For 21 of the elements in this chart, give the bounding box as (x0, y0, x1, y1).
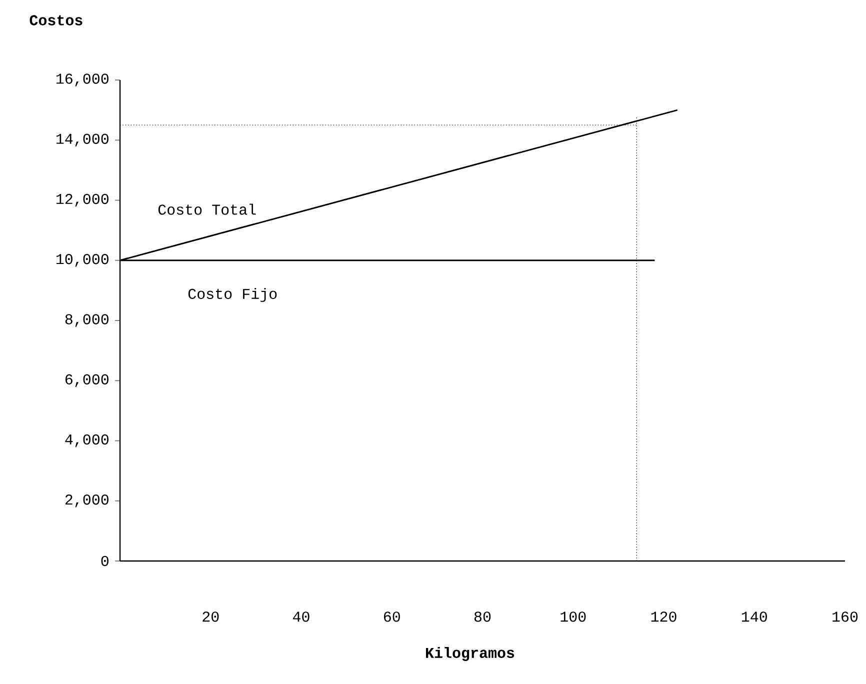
series-label: Costo Fijo (188, 288, 277, 302)
y-tick-label: 10,000 (56, 254, 108, 267)
y-tick-label: 2,000 (65, 494, 108, 508)
y-tick-label: 16,000 (56, 74, 108, 86)
x-tick-label: 100 (560, 612, 586, 622)
y-tick-label: 8,000 (65, 314, 108, 327)
y-tick-label: 0 (101, 556, 108, 566)
x-tick-label: 60 (384, 612, 400, 622)
y-tick-label: 6,000 (66, 374, 108, 387)
x-tick-label: 140 (742, 612, 767, 622)
x-tick-label: 40 (293, 612, 310, 622)
x-tick-label: 20 (202, 612, 219, 622)
x-tick-label: 160 (832, 612, 858, 622)
x-tick-label: 120 (651, 612, 676, 622)
y-tick-label: 4,000 (65, 434, 108, 448)
y-tick-label: 12,000 (56, 194, 108, 207)
x-axis-title: Kilogramos (426, 646, 514, 662)
y-tick-label: 14,000 (56, 134, 108, 146)
x-tick-label: 80 (474, 612, 491, 622)
series-label: Costo Total (158, 204, 256, 215)
y-axis-title: Costos (30, 15, 82, 26)
